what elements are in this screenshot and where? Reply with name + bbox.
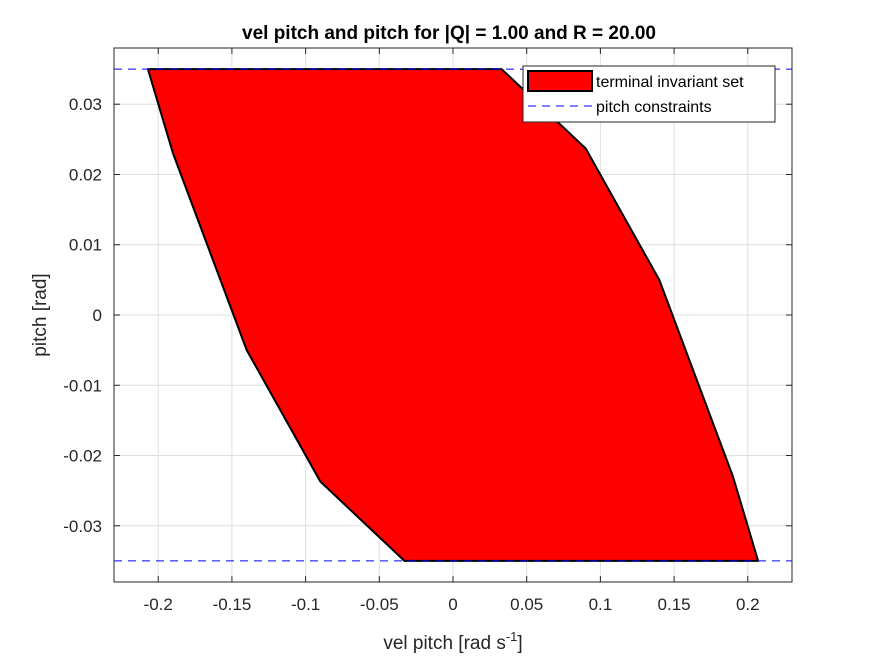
x-tick-label: -0.15 — [213, 595, 252, 614]
x-tick-label: 0.1 — [589, 595, 613, 614]
x-tick-label: -0.1 — [291, 595, 320, 614]
y-tick-label: -0.02 — [63, 447, 102, 466]
y-tick-label: 0.01 — [69, 236, 102, 255]
legend-swatch-terminal-invariant-set — [527, 70, 593, 92]
ticks: -0.2 -0.15 -0.1 -0.05 0 0.05 0.1 0.15 0.2 0.03 0.0… — [63, 48, 792, 614]
x-tick-label: 0.05 — [510, 595, 543, 614]
x-axis-label-end: ] — [517, 633, 522, 654]
y-tick-label: 0 — [93, 306, 102, 325]
x-tick-label: 0.15 — [658, 595, 691, 614]
legend-label-pitch-constraints: pitch constraints — [596, 99, 712, 116]
x-tick-label: 0.2 — [736, 595, 760, 614]
x-axis-label-main: vel pitch [rad s — [383, 633, 506, 654]
chart-title: vel pitch and pitch for |Q| = 1.00 and R… — [242, 23, 656, 44]
x-tick-label: -0.2 — [144, 595, 173, 614]
legend-label-terminal-invariant-set: terminal invariant set — [596, 74, 744, 91]
y-tick-label: 0.03 — [69, 95, 102, 114]
x-tick-label: -0.05 — [360, 595, 399, 614]
y-tick-label: -0.01 — [63, 376, 102, 395]
legend: terminal invariant set pitch constraints — [522, 65, 776, 123]
y-tick-label: -0.03 — [63, 517, 102, 536]
x-axis-label: vel pitch [rad s-1] — [383, 629, 522, 654]
x-axis-label-superscript: -1 — [506, 629, 518, 644]
x-tick-label: 0 — [448, 595, 457, 614]
y-axis-label: pitch [rad] — [30, 273, 51, 356]
y-tick-label: 0.02 — [69, 165, 102, 184]
